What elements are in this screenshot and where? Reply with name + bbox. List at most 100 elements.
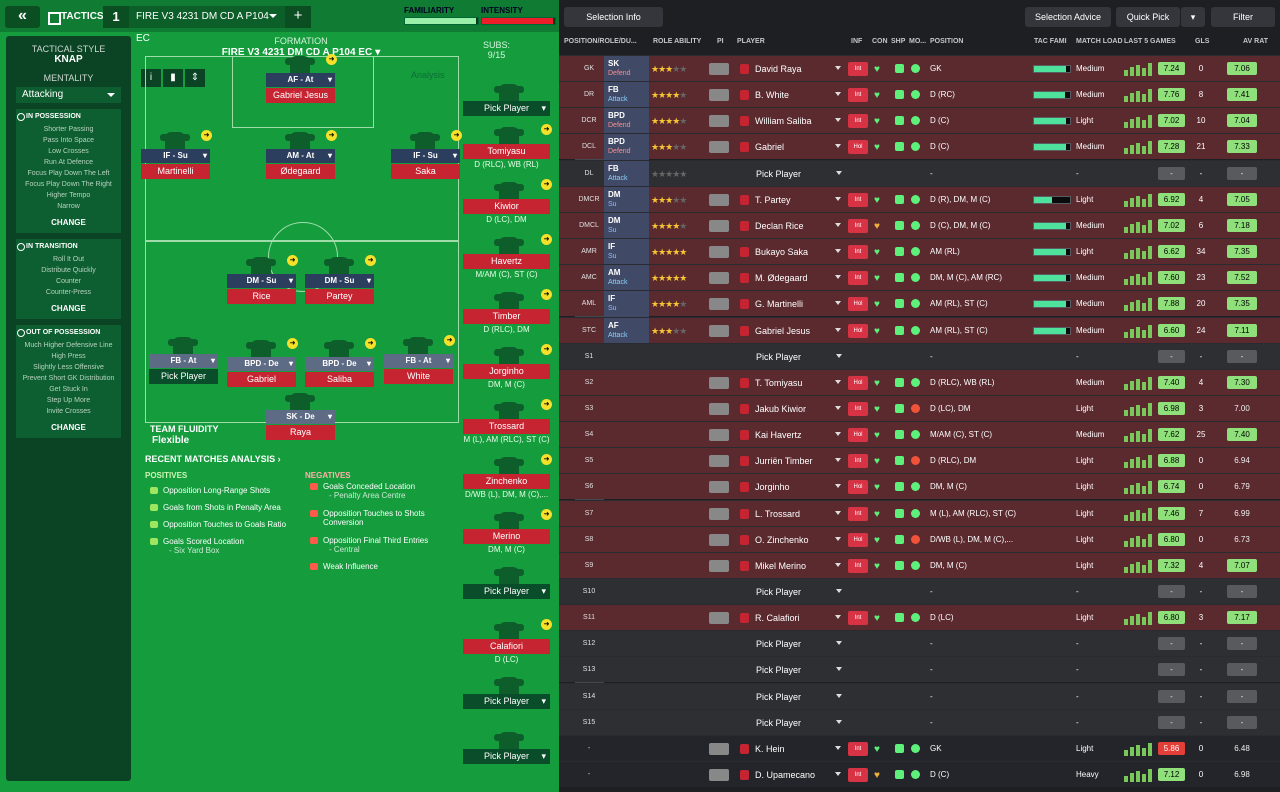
table-row[interactable]: DCL BPD Defend ★★★★★ Gabriel Hol ♥ D (C) Medium 7… [559,133,1280,161]
player-select[interactable]: M. Ødegaard [755,265,843,291]
player-role-dropdown[interactable]: SK - De [266,410,335,424]
player-name[interactable]: Partey [305,289,374,304]
column-header[interactable]: MO... [909,38,927,45]
player-select[interactable]: O. Zinchenko [755,527,843,553]
sub-name[interactable]: Trossard [463,419,550,434]
table-row[interactable]: DCR BPD Defend ★★★★★ William Saliba Int ♥ D (C)… [559,107,1280,135]
column-header[interactable]: GLS [1195,38,1210,45]
player-select[interactable]: K. Hein [755,736,843,762]
sub-name[interactable]: Tomiyasu [463,144,550,159]
pi-icon[interactable] [709,376,729,389]
player-select[interactable]: Pick Player [756,657,844,683]
table-row[interactable]: S15 Pick Player - - - - - [559,708,1280,736]
table-row[interactable]: S7 L. Trossard Int ♥ M (L), AM (RLC), ST (C)… [559,499,1280,527]
table-row[interactable]: S10 Pick Player - - - - - [559,578,1280,604]
pi-icon[interactable] [709,507,729,520]
sub-name[interactable]: Pick Player [463,101,550,116]
role-cell[interactable]: FB Attack [604,160,649,187]
role-cell[interactable]: DM Su [604,212,649,239]
column-header[interactable]: ROLE ABILITY [653,38,702,45]
sub-name[interactable]: Havertz [463,254,550,269]
sub-name[interactable]: Pick Player [463,694,550,709]
pi-icon[interactable] [709,324,729,337]
sub-name[interactable]: Zinchenko [463,474,550,489]
table-row[interactable]: S4 Kai Havertz Hol ♥ M/AM (C), ST (C) Medium 7… [559,421,1280,448]
pi-icon[interactable] [709,455,729,468]
role-cell[interactable]: AM Attack [604,265,649,292]
player-select[interactable]: Pick Player [756,631,844,657]
player-name[interactable]: Pick Player [149,369,218,384]
selection-info-dropdown[interactable]: Selection Info [564,7,663,27]
column-header[interactable]: AV RAT [1243,38,1269,45]
formation-name-dropdown[interactable]: FIRE V3 4231 DM CD A P104 EC [151,47,451,58]
pi-icon[interactable] [709,533,729,546]
table-row[interactable]: S2 T. Tomiyasu Hol ♥ D (RLC), WB (RL) Medium 7… [559,368,1280,395]
change-in-possession-button[interactable]: CHANGE [51,218,86,227]
table-row[interactable]: DR FB Attack ★★★★★ B. White Int ♥ D (RC) Medium 7… [559,81,1280,109]
player-select[interactable]: Pick Player [756,710,844,736]
sub-name[interactable]: Timber [463,309,550,324]
player-select[interactable]: L. Trossard [755,501,843,527]
pi-icon[interactable] [709,298,729,311]
player-select[interactable]: William Saliba [755,108,843,134]
pi-icon[interactable] [709,219,729,232]
player-name[interactable]: Rice [227,289,296,304]
player-select[interactable]: Gabriel [755,134,843,160]
table-row[interactable]: S14 Pick Player - - - - - [559,682,1280,710]
table-row[interactable]: S6 Jorginho Hol ♥ DM, M (C) Light 6.74 0 6.79 [559,473,1280,500]
role-cell[interactable]: DM Su [604,186,649,213]
player-name[interactable]: White [384,369,453,384]
table-row[interactable]: GK SK Defend ★★★★★ David Raya Int ♥ GK Medium 7.2… [559,55,1280,82]
mentality-dropdown[interactable]: Attacking [16,87,121,103]
player-select[interactable]: Jurriën Timber [755,448,843,474]
filter-dropdown[interactable]: Filter [1211,7,1275,27]
player-role-dropdown[interactable]: FB - At [384,354,453,368]
column-header[interactable]: CON [872,38,888,45]
instructions-icon[interactable]: ⇕ [185,69,205,87]
tactical-style-value[interactable]: KNAP [54,54,83,65]
player-select[interactable]: Jakub Kiwior [755,396,843,422]
player-role-dropdown[interactable]: IF - Su [391,149,460,163]
player-name[interactable]: Ødegaard [266,164,335,179]
pi-icon[interactable] [709,141,729,154]
player-select[interactable]: Pick Player [756,344,844,370]
role-cell[interactable]: FB Attack [604,82,649,109]
player-select[interactable]: Mikel Merino [755,553,843,579]
player-select[interactable]: Pick Player [756,684,844,710]
table-row[interactable]: S13 Pick Player - - - - - [559,656,1280,683]
tactic-name-dropdown[interactable]: FIRE V3 4231 DM CD A P104 EC [129,6,285,44]
player-name[interactable]: Gabriel [227,372,296,387]
role-cell[interactable]: BPD Defend [604,108,649,135]
table-row[interactable]: STC AF Attack ★★★★★ Gabriel Jesus Hol ♥ AM (RL)… [559,316,1280,344]
player-name[interactable]: Saka [391,164,460,179]
player-name[interactable]: Gabriel Jesus [266,88,335,103]
player-select[interactable]: B. White [755,82,843,108]
table-row[interactable]: - D. Upamecano Int ♥ D (C) Heavy 7.12 0 6.98 [559,761,1280,788]
pi-icon[interactable] [709,63,729,75]
player-select[interactable]: David Raya [755,56,843,82]
player-select[interactable]: G. Martinelli [755,291,843,317]
table-row[interactable]: S1 Pick Player - - - - - [559,342,1280,370]
pi-icon[interactable] [709,481,729,494]
quick-pick-menu-button[interactable]: ▾ [1181,7,1205,27]
player-name[interactable]: Raya [266,425,335,440]
tactic-slot-number[interactable]: 1 [103,6,129,28]
pi-icon[interactable] [709,559,729,572]
change-out-of-possession-button[interactable]: CHANGE [51,423,86,432]
table-row[interactable]: AML IF Su ★★★★★ G. Martinelli Hol ♥ AM (RL), ST… [559,290,1280,318]
pi-icon[interactable] [709,742,729,755]
recent-matches-analysis-link[interactable]: RECENT MATCHES ANALYSIS › [145,454,281,464]
column-header[interactable]: POSITION [930,38,964,45]
table-row[interactable]: DMCR DM Su ★★★★★ T. Partey Int ♥ D (R), DM, M (… [559,185,1280,213]
column-header[interactable]: POSITION/ROLE/DU... [564,38,637,45]
table-row[interactable]: S11 R. Calafiori Int ♥ D (LC) Light 6.80 3 7.17 [559,604,1280,631]
player-role-dropdown[interactable]: AM - At [266,149,335,163]
player-select[interactable]: Bukayo Saka [755,239,843,265]
pi-icon[interactable] [709,272,729,285]
player-role-dropdown[interactable]: IF - Su [141,149,210,163]
bar-chart-icon[interactable]: ▮ [163,69,183,87]
role-cell[interactable]: BPD Defend [604,134,649,161]
table-row[interactable]: DL FB Attack ★★★★★ Pick Player - - - - - [559,159,1280,187]
sub-name[interactable]: Pick Player [463,749,550,764]
table-row[interactable]: S5 Jurriën Timber Int ♥ D (RLC), DM Light 6.88… [559,447,1280,474]
